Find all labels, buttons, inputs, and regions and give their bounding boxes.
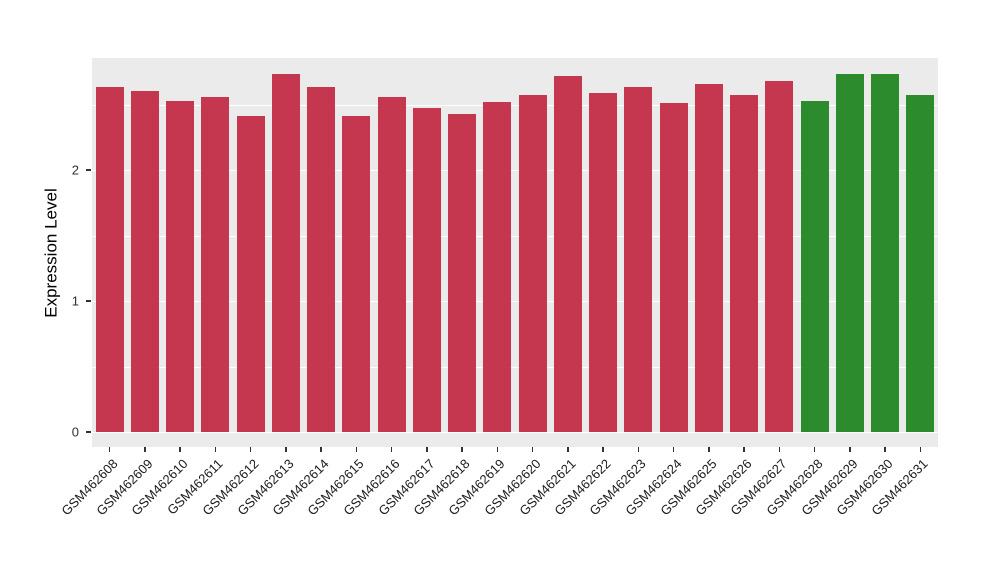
y-tick-label: 1 [71,293,79,309]
y-tick-mark [86,169,91,171]
x-tick-mark [108,447,111,452]
x-tick-mark [426,447,428,452]
y-axis: 0 1 2 [0,58,92,447]
x-tick-mark [214,447,217,452]
x-tick-mark [249,447,252,452]
gridline-minor [92,366,938,368]
x-tick-mark [884,447,886,452]
gridline-major [92,301,938,303]
gridline-major [92,432,938,434]
x-tick-mark [285,447,287,452]
bar-GSM462629 [835,74,864,432]
y-tick-mark [86,431,91,433]
x-tick-mark [531,447,534,452]
bar-GSM462627 [765,80,794,432]
bar-GSM462626 [730,95,759,432]
bar-GSM462611 [201,96,230,432]
x-tick-mark [778,447,781,452]
chart-panel [92,58,938,447]
gridline-minor [92,104,938,106]
bar-GSM462609 [130,91,159,432]
bar-GSM462630 [871,74,900,432]
bar-GSM462608 [95,87,124,432]
x-tick-mark [672,447,675,452]
x-tick-mark [320,447,322,452]
y-tick-label: 2 [71,162,79,178]
x-tick-mark [919,447,922,452]
x-axis: GSM462608 GSM462609 GSM462610 GSM462611 GSM4… [58,447,938,567]
bar-GSM462621 [553,75,582,432]
y-tick-label: 0 [71,424,79,440]
bar-GSM462614 [307,87,336,432]
bar-GSM462624 [659,103,688,432]
bar-GSM462631 [906,95,935,432]
x-tick-mark [708,447,710,452]
gridline-major [92,170,938,172]
bar-GSM462619 [483,101,512,432]
bar-GSM462628 [800,100,829,432]
bar-GSM462616 [377,96,406,432]
bar-GSM462622 [589,92,618,432]
x-tick-mark [637,447,640,452]
x-tick-mark [849,447,851,452]
x-tick-mark [461,447,463,452]
x-tick-mark [743,447,745,452]
bar-GSM462615 [342,116,371,432]
bar-GSM462617 [412,108,441,432]
x-tick-mark [496,447,499,452]
bar-GSM462612 [236,116,265,432]
x-tick-mark [179,447,181,452]
x-tick-mark [355,447,358,452]
bar-GSM462625 [694,83,723,432]
x-tick-mark [144,447,146,452]
x-tick-mark [390,447,393,452]
y-tick-mark [86,300,91,302]
x-tick-mark [602,447,604,452]
gridline-minor [92,235,938,237]
bar-GSM462620 [518,95,547,432]
x-tick-mark [813,447,816,452]
x-tick-mark [567,447,569,452]
bar-GSM462610 [166,100,195,432]
bar-GSM462618 [448,113,477,432]
bar-GSM462623 [624,87,653,432]
bar-GSM462613 [271,74,300,432]
